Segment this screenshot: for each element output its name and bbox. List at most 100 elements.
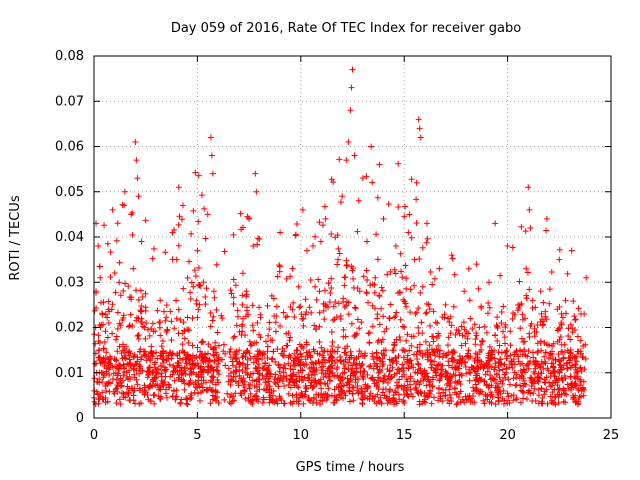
- roti-point: [448, 322, 455, 329]
- roti-point: [452, 378, 459, 385]
- roti-point: [517, 399, 524, 406]
- roti-point: [443, 351, 450, 358]
- roti-point: [449, 358, 456, 365]
- roti-point: [133, 376, 140, 383]
- roti-point: [577, 376, 584, 383]
- roti-point: [387, 301, 394, 308]
- roti-point: [204, 211, 211, 218]
- roti-point: [351, 331, 358, 338]
- roti-point: [316, 351, 323, 358]
- roti-point: [437, 393, 444, 400]
- roti-point: [308, 364, 315, 371]
- roti-point: [245, 394, 252, 401]
- roti-point: [357, 369, 364, 376]
- roti-point: [446, 377, 453, 384]
- roti-point: [292, 232, 299, 239]
- roti-point: [328, 231, 335, 238]
- roti-point: [541, 391, 548, 398]
- roti-point: [448, 374, 455, 381]
- roti-point: [415, 305, 422, 312]
- roti-point: [433, 346, 440, 353]
- roti-point: [116, 279, 123, 286]
- roti-point: [519, 316, 526, 323]
- roti-point: [448, 252, 455, 259]
- roti-point: [423, 220, 430, 227]
- roti-point: [427, 358, 434, 365]
- roti-point: [398, 268, 405, 275]
- roti-point: [359, 373, 366, 380]
- roti-point: [564, 381, 571, 388]
- x-tick-label: 0: [90, 428, 98, 443]
- roti-point: [115, 370, 122, 377]
- roti-point: [126, 294, 133, 301]
- roti-point: [529, 397, 536, 404]
- roti-point: [213, 397, 220, 404]
- roti-point: [506, 364, 513, 371]
- roti-point: [179, 356, 186, 363]
- roti-point: [263, 338, 270, 345]
- roti-point: [573, 358, 580, 365]
- roti-point: [519, 351, 526, 358]
- roti-point: [540, 318, 547, 325]
- roti-point: [122, 280, 129, 287]
- roti-point: [104, 398, 111, 405]
- roti-point: [233, 364, 240, 371]
- roti-point: [172, 393, 179, 400]
- roti-point: [390, 358, 397, 365]
- roti-point: [229, 377, 236, 384]
- roti-point: [236, 372, 243, 379]
- roti-point: [348, 263, 355, 270]
- roti-point: [345, 299, 352, 306]
- roti-point: [505, 393, 512, 400]
- roti-point: [320, 307, 327, 314]
- roti-point: [381, 372, 388, 379]
- roti-point: [281, 361, 288, 368]
- roti-point: [97, 393, 104, 400]
- roti-point: [296, 304, 303, 311]
- roti-point: [519, 388, 526, 395]
- roti-point: [241, 386, 248, 393]
- roti-point: [562, 399, 569, 406]
- roti-point: [290, 379, 297, 386]
- roti-point: [249, 377, 256, 384]
- roti-point: [517, 325, 524, 332]
- roti-point: [520, 339, 527, 346]
- roti-point: [464, 335, 471, 342]
- roti-point: [231, 333, 238, 340]
- roti-point: [239, 301, 246, 308]
- roti-point: [522, 381, 529, 388]
- roti-point: [184, 275, 191, 282]
- roti-point: [442, 392, 449, 399]
- roti-point: [541, 388, 548, 395]
- roti-point: [466, 297, 473, 304]
- roti-point: [105, 306, 112, 313]
- roti-point: [393, 309, 400, 316]
- roti-point: [499, 366, 506, 373]
- roti-point: [537, 338, 544, 345]
- roti-point: [205, 350, 212, 357]
- roti-point: [374, 256, 381, 263]
- roti-point: [308, 372, 315, 379]
- roti-point: [422, 399, 429, 406]
- roti-point: [207, 377, 214, 384]
- roti-point: [280, 400, 287, 407]
- roti-point: [168, 318, 175, 325]
- roti-point: [519, 360, 526, 367]
- roti-point: [290, 299, 297, 306]
- roti-point: [141, 348, 148, 355]
- roti-point: [331, 372, 338, 379]
- roti-point: [560, 354, 567, 361]
- roti-point: [103, 368, 110, 375]
- roti-point: [407, 286, 414, 293]
- roti-point: [175, 306, 182, 313]
- roti-point: [289, 265, 296, 272]
- roti-point: [175, 376, 182, 383]
- roti-point: [287, 399, 294, 406]
- roti-point: [240, 224, 247, 231]
- roti-point: [328, 285, 335, 292]
- roti-point: [211, 358, 218, 365]
- roti-point: [150, 392, 157, 399]
- roti-point: [307, 277, 314, 284]
- roti-point: [413, 179, 420, 186]
- roti-point: [529, 305, 536, 312]
